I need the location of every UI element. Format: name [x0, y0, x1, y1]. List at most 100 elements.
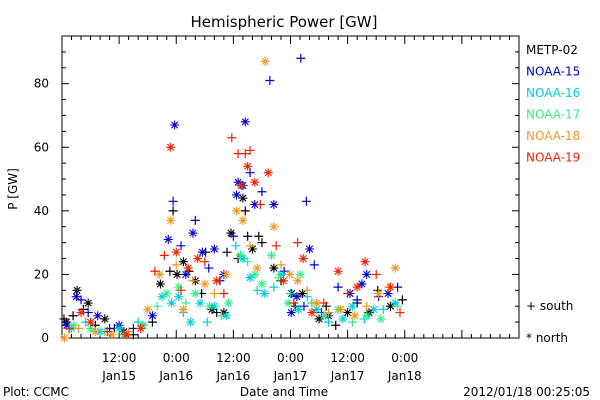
- y-tick-label: 80: [34, 77, 49, 91]
- data-point-plus: [209, 288, 219, 298]
- x-tick-label-time: 12:00: [102, 351, 137, 365]
- data-point-star: [172, 269, 182, 279]
- data-point-star: [147, 311, 157, 321]
- data-point-plus: [159, 250, 169, 260]
- data-point-star: [86, 317, 96, 327]
- data-point-star: [293, 304, 303, 314]
- data-point-star: [297, 288, 307, 298]
- data-point-plus: [168, 206, 178, 216]
- data-point-star: [209, 244, 219, 254]
- data-point-star: [166, 215, 176, 225]
- data-point-star: [238, 215, 248, 225]
- data-point-star: [283, 298, 293, 308]
- data-point-star: [292, 292, 302, 302]
- data-point-star: [114, 323, 124, 333]
- data-point-star: [193, 254, 203, 264]
- data-point-plus: [171, 260, 181, 270]
- data-point-star: [232, 190, 242, 200]
- data-point-star: [72, 285, 82, 295]
- data-point-star: [252, 263, 262, 273]
- data-point-star: [259, 288, 269, 298]
- data-point-star: [138, 320, 148, 330]
- data-point-star: [238, 254, 248, 264]
- legend-entry: NOAA-15: [526, 65, 580, 79]
- data-point-plus: [216, 311, 226, 321]
- data-point-plus: [333, 282, 343, 292]
- data-point-plus: [243, 231, 253, 241]
- data-point-plus: [152, 301, 162, 311]
- data-point-star: [232, 206, 242, 216]
- data-point-plus: [257, 238, 267, 248]
- data-point-star: [257, 279, 267, 289]
- data-point-star: [205, 301, 215, 311]
- data-point-plus: [202, 317, 212, 327]
- series-noaa-15: [62, 53, 403, 333]
- data-point-star: [266, 250, 276, 260]
- data-point-plus: [302, 285, 312, 295]
- data-point-star: [136, 323, 146, 333]
- data-point-star: [250, 269, 260, 279]
- data-point-star: [314, 314, 324, 324]
- x-tick-label-date: Jan17: [273, 369, 308, 383]
- legend-entry: NOAA-18: [526, 129, 580, 143]
- data-point-plus: [240, 149, 250, 159]
- data-point-star: [260, 56, 270, 66]
- data-point-plus: [269, 282, 279, 292]
- data-point-star: [263, 168, 273, 178]
- data-point-star: [76, 308, 86, 318]
- x-axis: 12:00 Jan15 0:00 Jan16 12:00 Jan16 0:00 Jan17 12…: [61, 36, 520, 383]
- data-point-star: [90, 327, 100, 337]
- data-point-star: [195, 298, 205, 308]
- x-tick-label-time: 0:00: [163, 351, 190, 365]
- data-point-plus: [324, 308, 334, 318]
- data-point-plus: [231, 241, 241, 251]
- data-point-star: [178, 304, 188, 314]
- data-point-star: [376, 314, 386, 324]
- data-point-plus: [228, 231, 238, 241]
- data-point-star: [155, 269, 165, 279]
- data-point-plus: [301, 196, 311, 206]
- data-point-star: [190, 288, 200, 298]
- data-point-plus: [331, 320, 341, 330]
- chart-title: Hemispheric Power [GW]: [191, 13, 378, 31]
- data-point-plus: [293, 238, 303, 248]
- data-point-star: [86, 323, 96, 333]
- legend-south: + south: [526, 299, 573, 313]
- data-point-plus: [271, 241, 281, 251]
- data-point-plus: [190, 215, 200, 225]
- x-tick-label-date: Jan16: [215, 369, 250, 383]
- data-point-star: [305, 244, 315, 254]
- data-point-star: [362, 269, 372, 279]
- data-point-plus: [378, 304, 388, 314]
- data-point-star: [369, 304, 379, 314]
- y-axis-label: P [GW]: [6, 168, 20, 210]
- data-point-star: [166, 298, 176, 308]
- data-point-plus: [200, 257, 210, 267]
- data-point-star: [197, 247, 207, 257]
- data-point-star: [62, 320, 72, 330]
- data-point-star: [207, 304, 217, 314]
- data-point-plus: [393, 301, 403, 311]
- data-point-plus: [276, 260, 286, 270]
- data-point-star: [293, 276, 303, 286]
- data-point-plus: [252, 285, 262, 295]
- data-point-plus: [296, 53, 306, 63]
- series-noaa-19: [64, 133, 405, 340]
- data-point-star: [238, 193, 248, 203]
- data-point-plus: [64, 323, 74, 333]
- data-point-star: [269, 199, 279, 209]
- data-point-star: [59, 333, 69, 343]
- data-point-star: [181, 269, 191, 279]
- data-point-plus: [68, 311, 78, 321]
- data-point-plus: [176, 241, 186, 251]
- data-point-star: [343, 308, 353, 318]
- data-point-star: [240, 117, 250, 127]
- data-point-plus: [343, 288, 353, 298]
- data-point-star: [107, 330, 117, 340]
- data-point-star: [83, 298, 93, 308]
- data-point-star: [383, 288, 393, 298]
- x-tick-label-date: Jan18: [387, 369, 422, 383]
- y-tick-label: 0: [41, 331, 49, 345]
